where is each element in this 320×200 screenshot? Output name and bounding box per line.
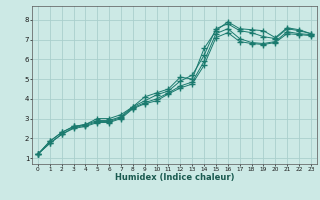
- X-axis label: Humidex (Indice chaleur): Humidex (Indice chaleur): [115, 173, 234, 182]
